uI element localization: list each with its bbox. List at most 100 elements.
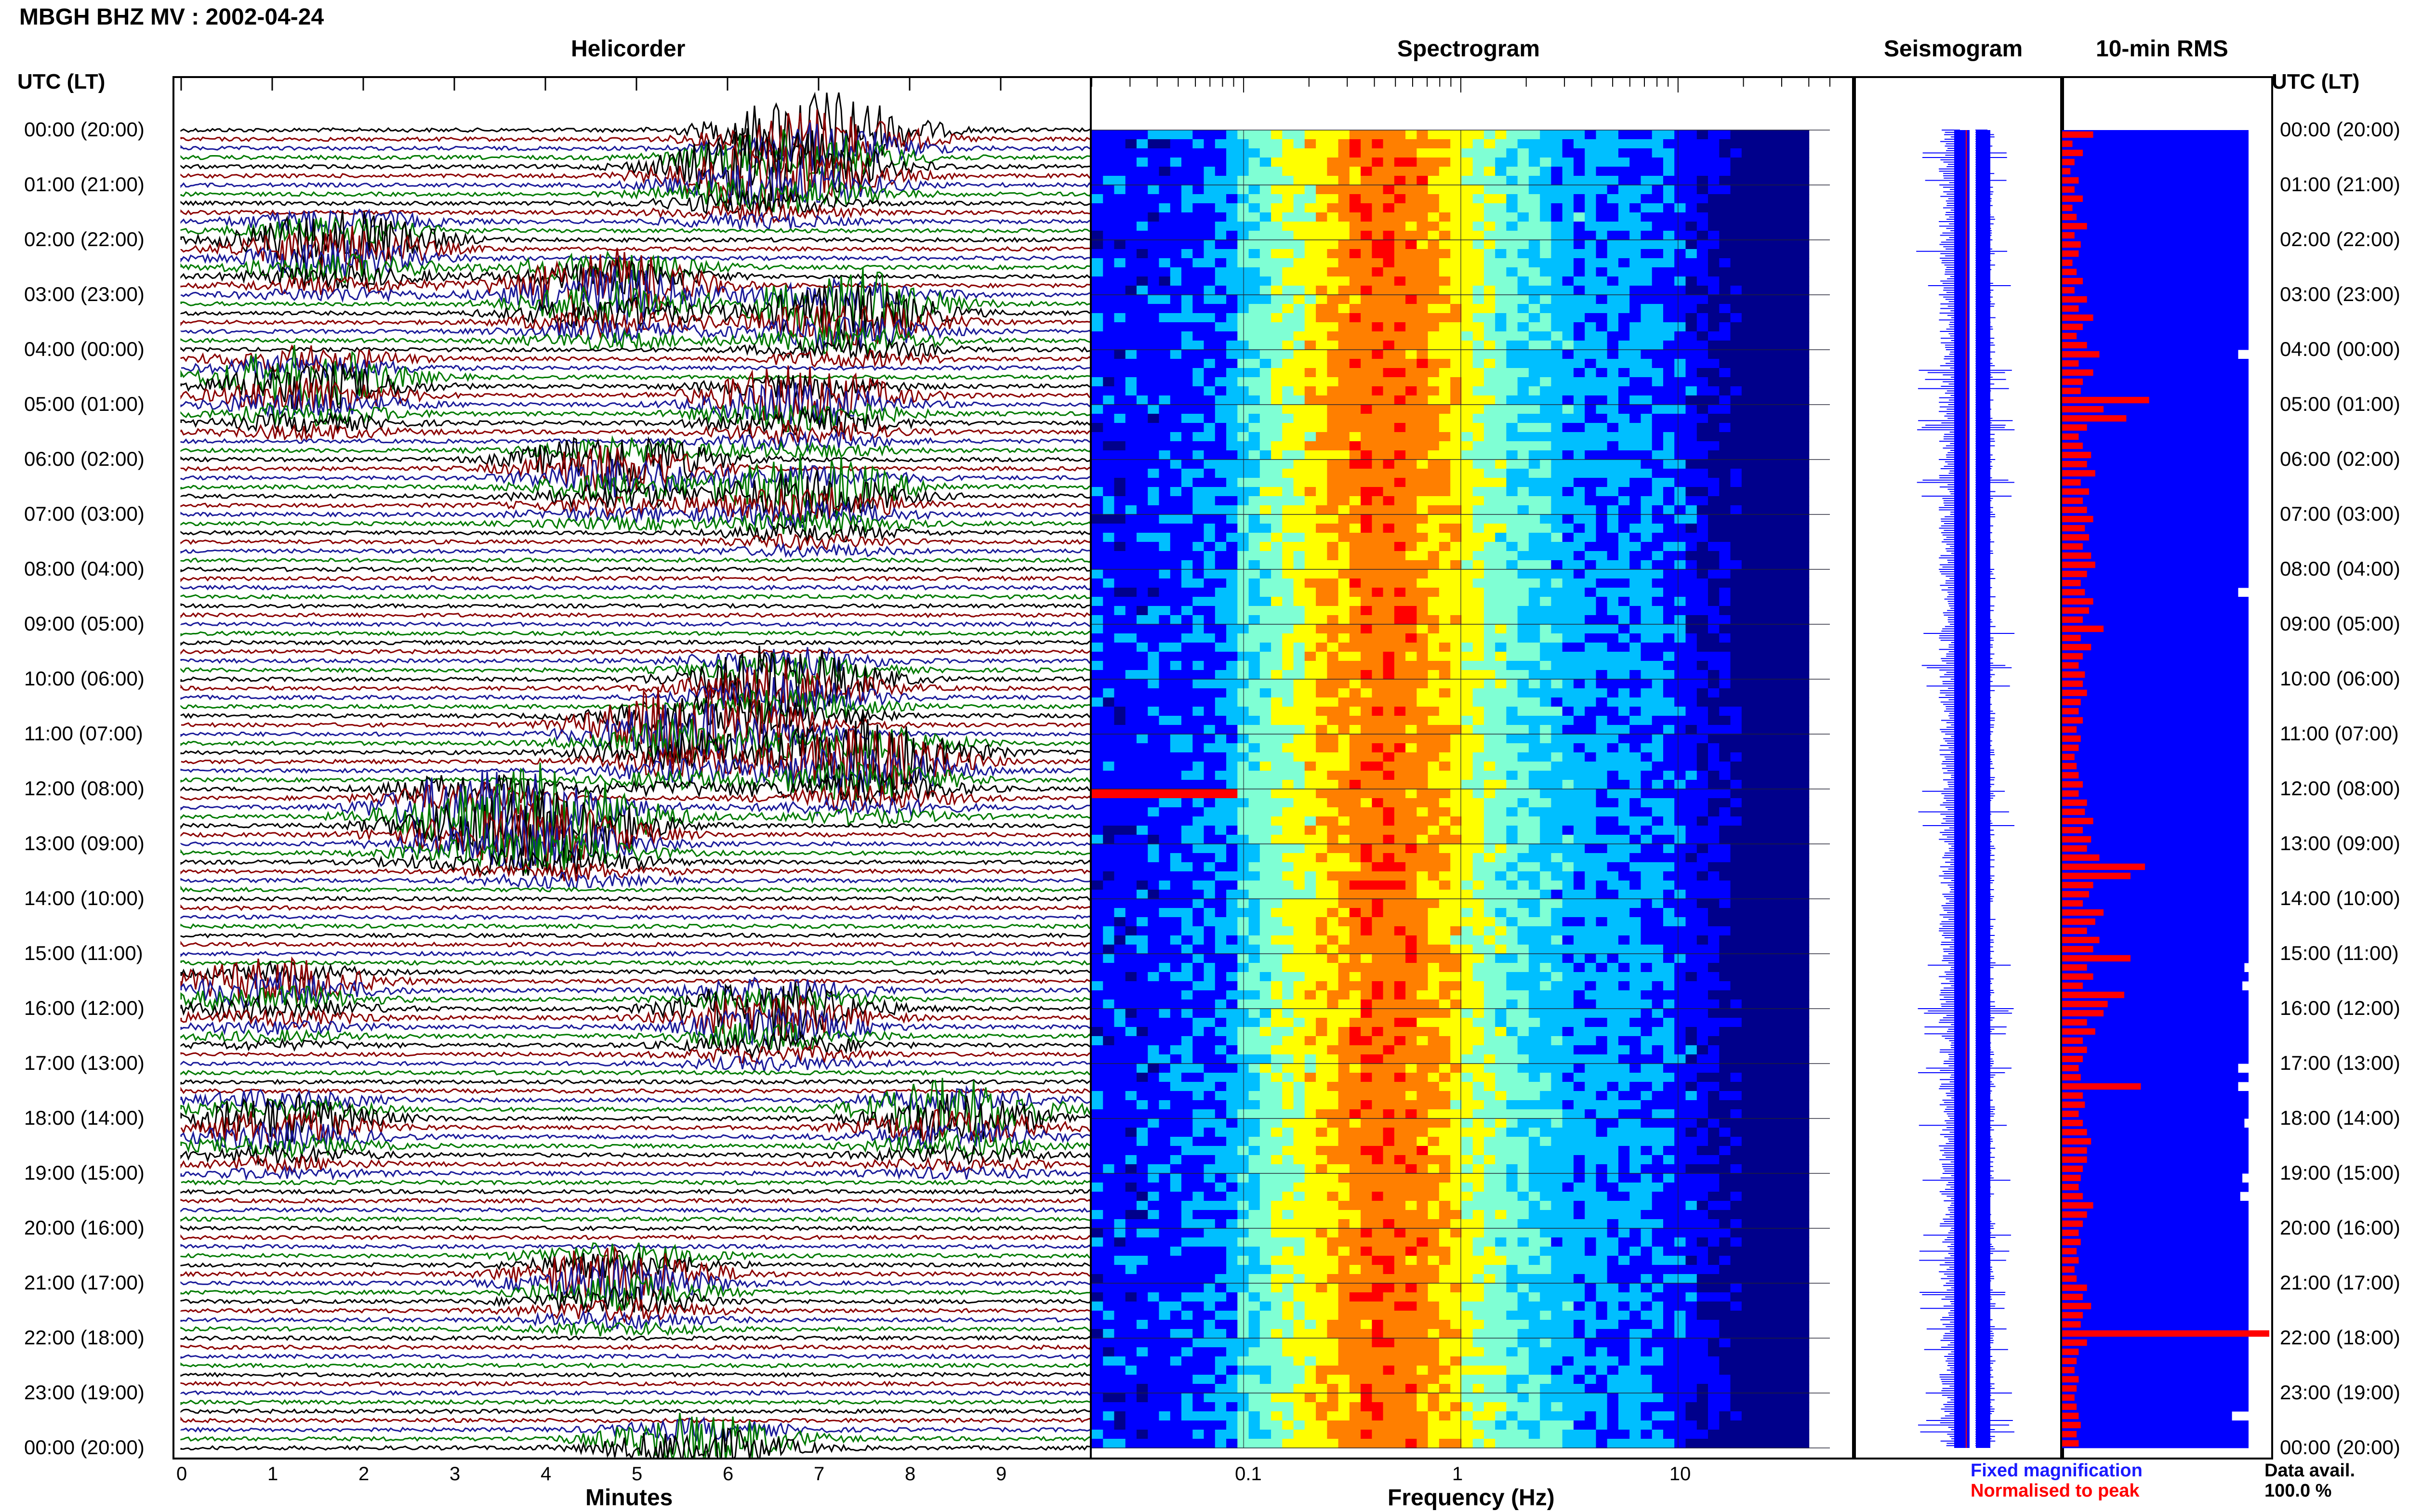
- spectrogram-cell: [1495, 395, 1507, 405]
- spectrogram-cell: [1137, 661, 1149, 671]
- spectrogram-cell: [1562, 633, 1574, 643]
- spectrogram-cell: [1764, 222, 1776, 231]
- spectrogram-cell: [1170, 405, 1182, 414]
- spectrogram-cell: [1607, 240, 1619, 250]
- spectrogram-cell: [1663, 588, 1675, 597]
- spectrogram-cell: [1585, 579, 1597, 588]
- spectrogram-cell: [1327, 798, 1339, 808]
- spectrogram-cell: [1708, 130, 1720, 140]
- spectrogram-cell: [1708, 697, 1720, 707]
- spectrogram-cell: [1540, 185, 1552, 195]
- spectrogram-cell: [1125, 194, 1137, 204]
- spectrogram-cell: [1137, 130, 1149, 140]
- spectrogram-cell: [1741, 203, 1753, 213]
- spectrogram-cell: [1226, 469, 1238, 478]
- spectrogram-cell: [1708, 734, 1720, 744]
- helicorder-trace-line: [180, 178, 1092, 215]
- spectrogram-cell: [1428, 130, 1440, 140]
- spectrogram-cell: [1192, 359, 1204, 368]
- spectrogram-cell: [1192, 414, 1204, 423]
- spectrogram-cell: [1629, 588, 1641, 597]
- spectrogram-cell: [1596, 341, 1608, 350]
- spectrogram-cell: [1338, 597, 1350, 606]
- spectrogram-cell: [1551, 716, 1563, 725]
- spectrogram-cell: [1192, 807, 1204, 817]
- spectrogram-cell: [1148, 331, 1160, 341]
- spectrogram-cell: [1517, 212, 1529, 222]
- spectrogram-cell: [1696, 130, 1708, 140]
- spectrogram-cell: [1204, 377, 1216, 387]
- spectrogram-cell: [1741, 670, 1753, 680]
- spectrogram-cell: [1248, 542, 1260, 552]
- spectrogram-cell: [1204, 807, 1216, 817]
- spectrogram-cell: [1730, 359, 1742, 368]
- spectrogram-cell: [1226, 359, 1238, 368]
- spectrogram-cell: [1338, 780, 1350, 789]
- spectrogram-cell: [1282, 661, 1294, 671]
- spectrogram-cell: [1271, 725, 1283, 735]
- spectrogram-cell: [1215, 386, 1227, 396]
- spectrogram-cell: [1786, 707, 1798, 716]
- spectrogram-cell: [1506, 267, 1518, 277]
- spectrogram-cell: [1204, 652, 1216, 661]
- spectrogram-cell: [1574, 258, 1586, 268]
- spectrogram-cell: [1405, 670, 1417, 680]
- spectrogram-cell: [1349, 551, 1361, 561]
- spectrogram-cell: [1405, 579, 1417, 588]
- spectrogram-cell: [1562, 350, 1574, 359]
- spectrogram-cell: [1753, 597, 1765, 606]
- spectrogram-cell: [1517, 341, 1529, 350]
- spectrogram-cell: [1562, 533, 1574, 542]
- spectrogram-cell: [1170, 450, 1182, 460]
- spectrogram-cell: [1764, 615, 1776, 625]
- spectrogram-cell: [1338, 798, 1350, 808]
- spectrogram-cell: [1562, 514, 1574, 524]
- spectrogram-cell: [1618, 249, 1630, 259]
- spectrogram-cell: [1562, 240, 1574, 250]
- spectrogram-cell: [1685, 258, 1697, 268]
- spectrogram-cell: [1349, 158, 1361, 167]
- spectrogram-cell: [1092, 231, 1104, 240]
- spectrogram-cell: [1114, 276, 1126, 286]
- spectrogram-cell: [1271, 331, 1283, 341]
- spectrogram-cell: [1730, 249, 1742, 259]
- spectrogram-cell: [1528, 231, 1540, 240]
- spectrogram-cell: [1338, 496, 1350, 506]
- spectrogram-cell: [1517, 460, 1529, 469]
- spectrogram-cell: [1753, 276, 1765, 286]
- helicorder-trace-line: [180, 208, 1092, 235]
- spectrogram-cell: [1148, 514, 1160, 524]
- spectrogram-cell: [1652, 597, 1664, 606]
- spectrogram-cell: [1226, 496, 1238, 506]
- spectrogram-cell: [1741, 514, 1753, 524]
- spectrogram-cell: [1629, 240, 1641, 250]
- spectrogram-cell: [1383, 478, 1395, 487]
- spectrogram-cell: [1775, 661, 1787, 671]
- spectrogram-cell: [1137, 478, 1149, 487]
- spectrogram-cell: [1551, 798, 1563, 808]
- spectrogram-cell: [1349, 460, 1361, 469]
- spectrogram-cell: [1349, 524, 1361, 533]
- spectrogram-cell: [1439, 707, 1451, 716]
- spectrogram-cell: [1495, 423, 1507, 433]
- spectrogram-cell: [1517, 524, 1529, 533]
- spectrogram-cell: [1540, 176, 1552, 185]
- spectrogram-cell: [1439, 688, 1451, 698]
- spectrogram-cell: [1528, 533, 1540, 542]
- spectrogram-cell: [1394, 487, 1406, 497]
- spectrogram-cell: [1137, 514, 1149, 524]
- spectrogram-cell: [1428, 212, 1440, 222]
- spectrogram-cell: [1338, 231, 1350, 240]
- spectrogram-cell: [1596, 606, 1608, 616]
- spectrogram-cell: [1585, 203, 1597, 213]
- spectrogram-cell: [1483, 194, 1496, 204]
- spectrogram-cell: [1719, 707, 1731, 716]
- spectrogram-cell: [1528, 707, 1540, 716]
- spectrogram-cell: [1327, 670, 1339, 680]
- helicorder-trace-line: [180, 406, 1092, 436]
- spectrogram-cell: [1641, 286, 1653, 295]
- spectrogram-cell: [1327, 139, 1339, 149]
- spectrogram-cell: [1618, 432, 1630, 442]
- spectrogram-cell: [1461, 762, 1473, 771]
- spectrogram-cell: [1316, 487, 1328, 497]
